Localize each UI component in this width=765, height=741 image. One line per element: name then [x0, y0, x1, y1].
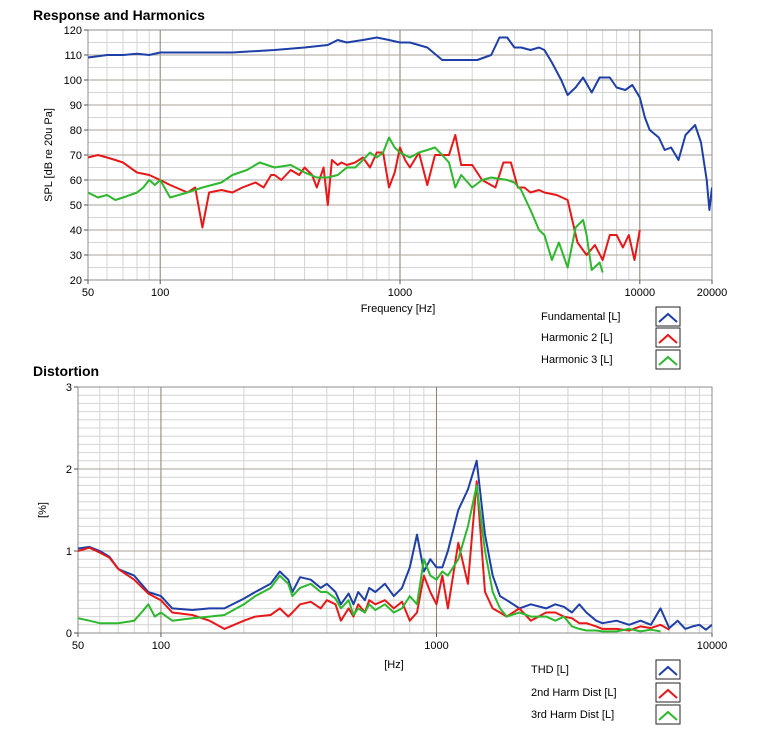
legend: THD [L] 2nd Harm Dist [L] 3rd Harm Dist [L… [531, 659, 681, 725]
y-tick-label: 30 [70, 250, 82, 262]
y-tick-label: 110 [64, 50, 82, 62]
legend-swatch-box [655, 659, 681, 680]
y-tick-label: 80 [70, 125, 82, 137]
legend-swatch-box [655, 682, 681, 703]
chart-title: Response and Harmonics [33, 7, 205, 23]
y-tick-label: 20 [70, 275, 82, 287]
legend-label: THD [L] [531, 664, 569, 676]
legend-label: Harmonic 2 [L] [541, 332, 613, 344]
y-tick-label: 120 [64, 25, 82, 37]
y-tick-label: 2 [66, 464, 72, 476]
legend-label: 2nd Harm Dist [L] [531, 687, 617, 699]
legend-swatch-line [658, 688, 678, 699]
legend-swatch-box [655, 349, 681, 370]
legend-label: 3rd Harm Dist [L] [531, 709, 614, 721]
legend-label: Harmonic 3 [L] [541, 354, 613, 366]
chart-title: Distortion [33, 363, 99, 379]
legend-swatch-line [658, 333, 678, 344]
y-tick-label: 90 [70, 100, 82, 112]
x-tick-label: 10000 [697, 640, 728, 652]
y-tick-label: 60 [70, 175, 82, 187]
series-line-3rd-harm-dist-l [78, 484, 661, 633]
legend-swatch-box [655, 306, 681, 327]
y-tick-label: 40 [70, 225, 82, 237]
legend: Fundamental [L] Harmonic 2 [L] Harmonic 3 … [541, 306, 681, 370]
x-tick-label: 100 [152, 640, 170, 652]
x-tick-label: 100 [151, 287, 169, 299]
x-tick-label: 20000 [697, 287, 728, 299]
legend-swatch-line [658, 355, 678, 366]
y-tick-label: 0 [66, 628, 72, 640]
x-tick-label: 1000 [424, 640, 448, 652]
y-axis-label: SPL [dB re 20u Pa] [43, 108, 55, 202]
y-tick-label: 50 [70, 200, 82, 212]
y-tick-label: 70 [70, 150, 82, 162]
legend-swatch-box [655, 704, 681, 725]
series-line-thd-l [78, 459, 712, 631]
legend-swatch-line [658, 665, 678, 676]
x-tick-label: 10000 [625, 287, 656, 299]
distortion-chart: Distortion 0 1 2 3 50 100 1000 10000 [Hz] [%] T… [33, 363, 728, 725]
series-line-harmonic-2-l [88, 134, 641, 261]
x-axis-label: Frequency [Hz] [361, 303, 436, 315]
x-tick-label: 1000 [388, 287, 412, 299]
x-tick-label: 50 [72, 640, 84, 652]
legend-label: Fundamental [L] [541, 311, 621, 323]
y-tick-label: 100 [64, 75, 82, 87]
legend-swatch-line [658, 710, 678, 721]
x-tick-label: 50 [82, 287, 94, 299]
legend-swatch-box [655, 327, 681, 348]
response-harmonics-chart: Response and Harmonics 20 30 40 50 60 70 80 90 1… [33, 7, 728, 370]
series-line-harmonic-3-l [88, 136, 604, 273]
legend-swatch-line [658, 312, 678, 323]
x-axis-label: [Hz] [384, 659, 404, 671]
y-axis-label: [%] [37, 502, 49, 518]
series-line-2nd-harm-dist-l [78, 480, 670, 632]
series-line-fundamental-l [88, 36, 712, 211]
y-tick-label: 1 [66, 546, 72, 558]
y-tick-label: 3 [66, 382, 72, 394]
plot-frame [77, 386, 713, 634]
